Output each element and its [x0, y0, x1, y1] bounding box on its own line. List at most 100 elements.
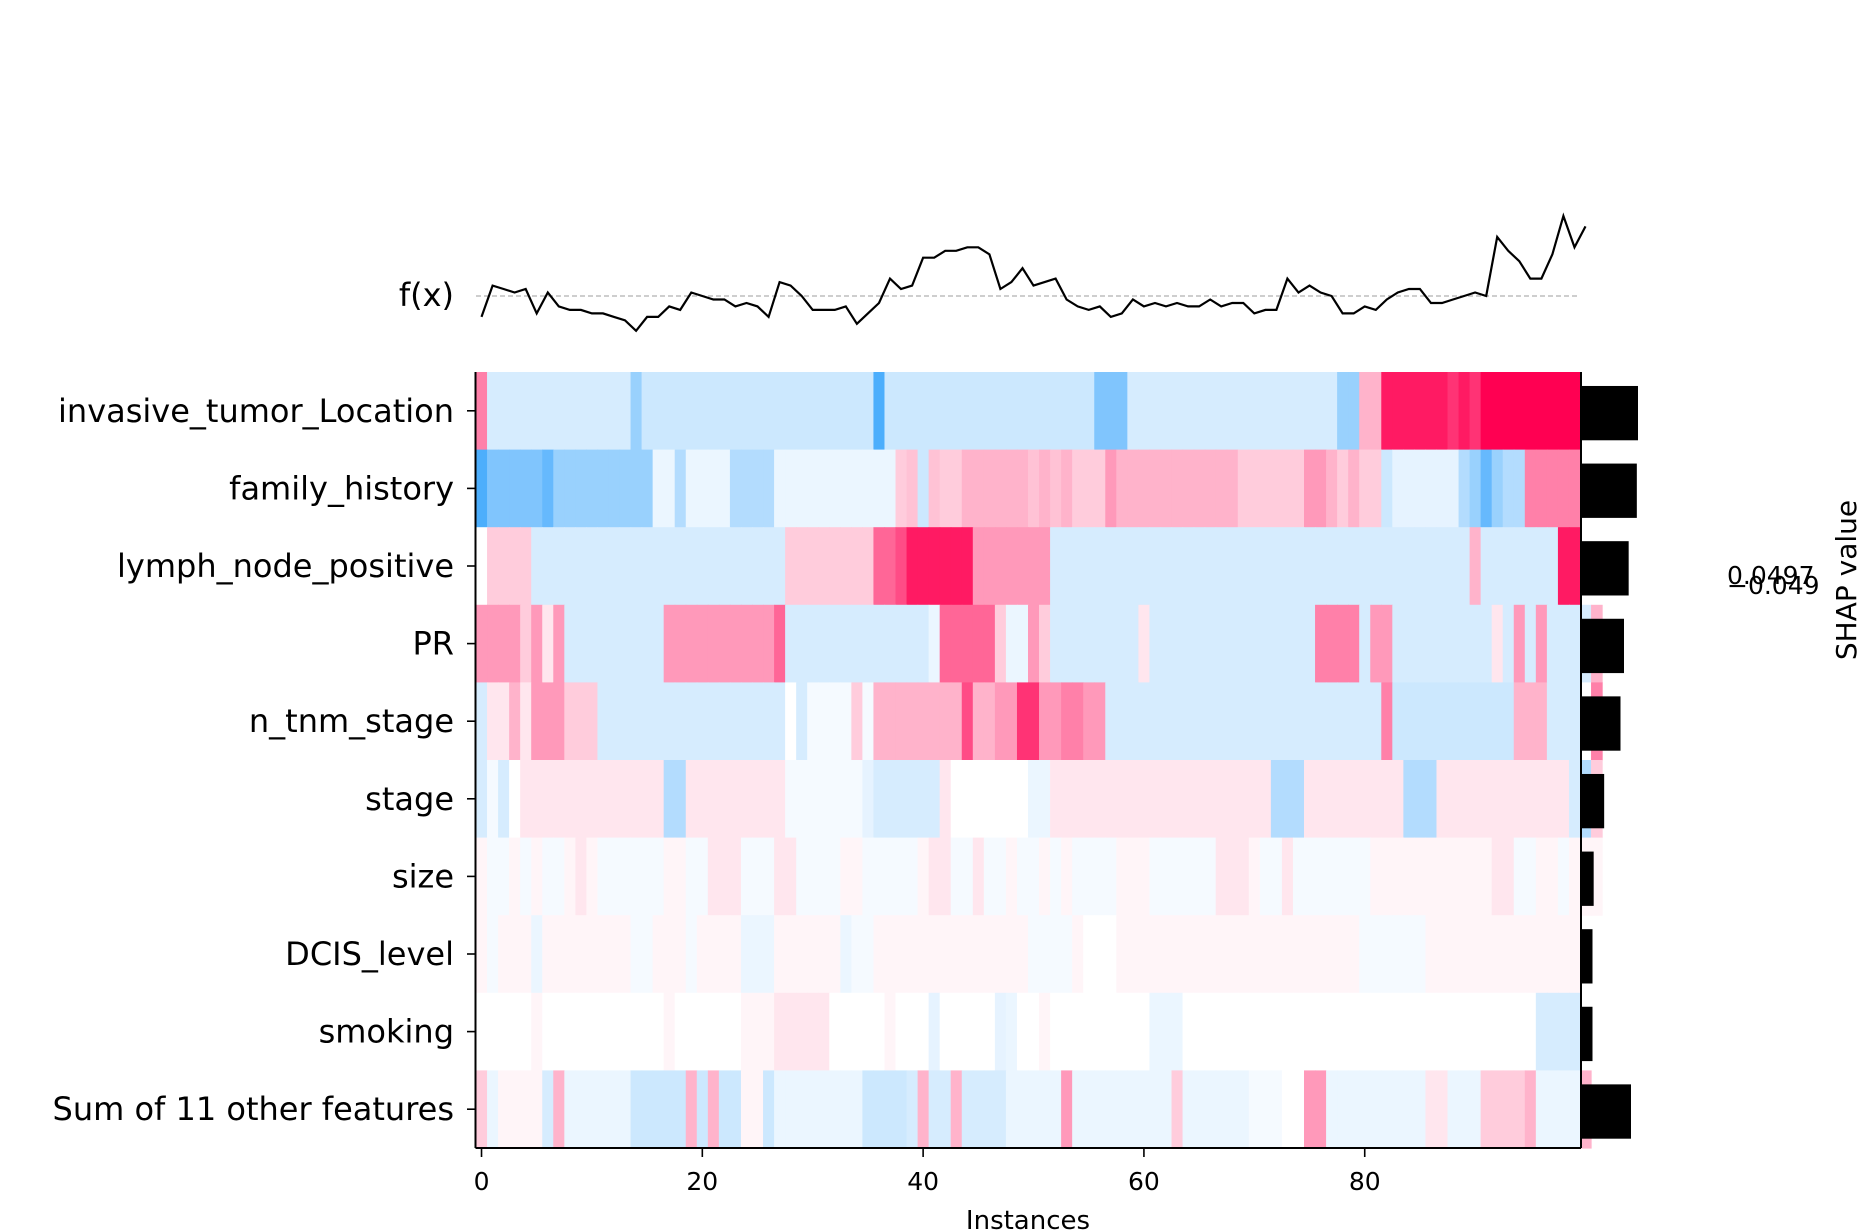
heatmap-cell: [939, 837, 952, 916]
heatmap-cell: [1281, 992, 1294, 1071]
heatmap-cell: [763, 992, 775, 1071]
heatmap-cell: [785, 915, 797, 994]
heatmap-cell: [476, 992, 488, 1071]
heatmap-cell: [663, 604, 676, 683]
heatmap-cell: [818, 1070, 830, 1149]
heatmap-cell: [818, 915, 830, 994]
heatmap-cell: [840, 915, 852, 994]
heatmap-cell: [1215, 527, 1228, 606]
heatmap-cell: [542, 527, 554, 606]
heatmap-cell: [1425, 837, 1438, 916]
heatmap-cell: [1568, 604, 1581, 683]
heatmap-cell: [1204, 372, 1217, 451]
heatmap-cell: [1348, 760, 1360, 839]
heatmap-cell: [1359, 682, 1371, 761]
heatmap-cell: [1204, 604, 1217, 683]
heatmap-cell: [1050, 992, 1062, 1071]
heatmap-cell: [575, 372, 587, 451]
heatmap-cell: [1315, 837, 1327, 916]
heatmap-cell: [586, 682, 599, 761]
heatmap-cell: [1557, 604, 1570, 683]
heatmap-cell: [1304, 527, 1316, 606]
heatmap-cell: [1414, 760, 1427, 839]
heatmap-cell: [597, 915, 610, 994]
heatmap-cell: [652, 760, 665, 839]
heatmap-cell: [1050, 527, 1062, 606]
heatmap-cell: [928, 682, 941, 761]
heatmap-cell: [1403, 915, 1415, 994]
heatmap-cell: [1458, 449, 1471, 528]
heatmap-cell: [1568, 915, 1581, 994]
heatmap-cell: [619, 372, 632, 451]
heatmap-cell: [1414, 449, 1427, 528]
heatmap-cell: [1127, 760, 1139, 839]
heatmap-cell: [707, 837, 720, 916]
heatmap-cell: [862, 527, 875, 606]
heatmap-cell: [1171, 682, 1184, 761]
heatmap-cell: [961, 1070, 974, 1149]
heatmap-cell: [895, 527, 908, 606]
heatmap-cell: [630, 449, 643, 528]
heatmap-cell: [608, 449, 621, 528]
heatmap-cell: [685, 837, 698, 916]
heatmap-cell: [1259, 992, 1272, 1071]
heatmap-cell: [619, 992, 632, 1071]
heatmap-cell: [1204, 1070, 1217, 1149]
feature-label: lymph_node_positive: [117, 547, 454, 585]
heatmap-cell: [1381, 1070, 1393, 1149]
heatmap-cell: [1094, 1070, 1106, 1149]
heatmap-cell: [1072, 372, 1084, 451]
x-tick-label: 80: [1349, 1167, 1381, 1196]
heatmap-cell: [1359, 992, 1371, 1071]
heatmap-cell: [696, 682, 709, 761]
heatmap-cell: [597, 837, 610, 916]
heatmap-cell: [1016, 604, 1029, 683]
heatmap-cell: [752, 760, 764, 839]
heatmap-cell: [818, 449, 830, 528]
heatmap-cell: [476, 372, 488, 451]
heatmap-cell: [1292, 837, 1305, 916]
heatmap-cell: [1359, 449, 1371, 528]
heatmap-cell: [641, 449, 654, 528]
heatmap-cell: [1370, 682, 1382, 761]
heatmap-cell: [1491, 837, 1504, 916]
heatmap-cell: [1392, 682, 1404, 761]
heatmap-cell: [729, 915, 742, 994]
heatmap-cell: [752, 449, 764, 528]
heatmap-cell: [1480, 527, 1493, 606]
heatmap-cell: [1237, 449, 1250, 528]
heatmap-cell: [564, 760, 576, 839]
heatmap-cell: [994, 682, 1007, 761]
heatmap-cell: [1480, 372, 1493, 451]
heatmap-cell: [983, 760, 996, 839]
heatmap-cell: [829, 604, 841, 683]
heatmap-cell: [1138, 1070, 1151, 1149]
importance-bar: [1582, 696, 1621, 751]
heatmap-cell: [674, 1070, 687, 1149]
heatmap-cell: [1546, 604, 1559, 683]
heatmap-cell: [796, 604, 808, 683]
heatmap-cell: [1370, 915, 1382, 994]
heatmap-cell: [763, 449, 775, 528]
heatmap-cell: [1458, 372, 1471, 451]
heatmap-cell: [1535, 449, 1548, 528]
heatmap-cell: [729, 760, 742, 839]
heatmap-cell: [1083, 915, 1095, 994]
heatmap-cell: [1425, 992, 1438, 1071]
heatmap-cell: [696, 604, 709, 683]
heatmap-cell: [1270, 992, 1283, 1071]
heatmap-cell: [917, 760, 930, 839]
heatmap-cell: [1535, 837, 1548, 916]
heatmap-cell: [840, 837, 852, 916]
heatmap-cell: [1370, 1070, 1382, 1149]
x-ticks: 0 20 40 60 80: [474, 1148, 1381, 1196]
heatmap-cell: [1535, 527, 1548, 606]
importance-bar: [1582, 929, 1593, 984]
heatmap-cell: [1259, 915, 1272, 994]
heatmap-cell: [641, 837, 654, 916]
heatmap-cell: [564, 915, 576, 994]
heatmap-cell: [1546, 449, 1559, 528]
heatmap-cell: [983, 992, 996, 1071]
heatmap-cell: [1083, 604, 1095, 683]
heatmap-cell: [674, 527, 687, 606]
